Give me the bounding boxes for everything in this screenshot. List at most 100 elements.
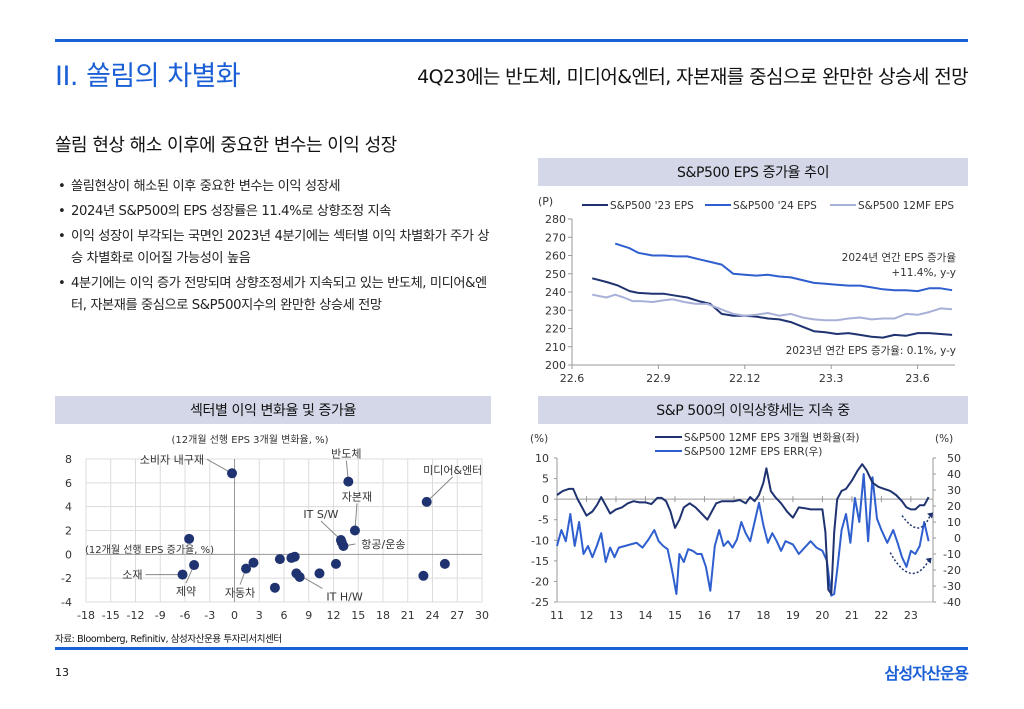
chart-eps-revision: 1050-5-10-15-20-2550403020100-10-20-30-4… bbox=[530, 432, 961, 622]
y-tick-label: 270 bbox=[545, 231, 566, 244]
y-tick-label-right: -20 bbox=[943, 564, 961, 577]
x-tick-label: 9 bbox=[305, 609, 312, 622]
y-tick-label: 0 bbox=[65, 548, 72, 561]
x-tick-label: -3 bbox=[204, 609, 215, 622]
bullet-list: 쏠림현상이 해소된 이후 중요한 변수는 이익 성장세 2024년 S&P500… bbox=[58, 176, 498, 320]
x-tick-label: -15 bbox=[102, 609, 120, 622]
x-tick-label: 18 bbox=[376, 609, 390, 622]
y-tick-label: 2 bbox=[65, 525, 72, 538]
chart-sector-scatter: -18 -15 -12 -9 -6 -3 0 3 6 9 12 15 18 21 24 27 30-4-2024… bbox=[61, 434, 489, 622]
legend-label: S&P500 12MF EPS bbox=[858, 200, 954, 212]
y-tick-label-right: 30 bbox=[947, 484, 961, 497]
scatter-point bbox=[439, 558, 450, 569]
y-tick-label-left: -20 bbox=[531, 575, 549, 588]
scatter-point bbox=[274, 554, 285, 565]
x-tick-label: 18 bbox=[756, 609, 770, 622]
chart-title: S&P500 EPS 증가율 추이 bbox=[676, 165, 830, 181]
point-label: 자본재 bbox=[342, 491, 372, 504]
x-tick-label: 21 bbox=[401, 609, 415, 622]
chart-eps-trend-header: S&P500 EPS 증가율 추이 bbox=[538, 158, 968, 186]
y-tick-label-right: 50 bbox=[947, 452, 961, 465]
x-tick-label: 16 bbox=[697, 609, 711, 622]
x-tick-label: 20 bbox=[815, 609, 829, 622]
y-tick-label-right: 10 bbox=[947, 516, 961, 529]
x-tick-label: 22.9 bbox=[646, 372, 671, 385]
y-tick-label-left: 10 bbox=[535, 452, 549, 465]
x-tick-label: 3 bbox=[256, 609, 263, 622]
point-label: 소재 bbox=[122, 569, 142, 582]
x-tick-label: 27 bbox=[450, 609, 464, 622]
x-axis-title: (12개월 선행 EPS 3개월 변화율, %) bbox=[172, 434, 329, 446]
y-tick-label: 250 bbox=[545, 268, 566, 281]
point-label: 제약 bbox=[176, 584, 196, 598]
top-rule bbox=[55, 39, 968, 42]
y-tick-label: -2 bbox=[61, 572, 72, 585]
legend-label: S&P500 '23 EPS bbox=[610, 200, 694, 212]
y-axis-title: (12개월 선행 EPS 증가율, %) bbox=[85, 544, 214, 556]
x-tick-label: 21 bbox=[845, 609, 859, 622]
y-tick-label: 4 bbox=[65, 501, 72, 514]
scatter-point bbox=[177, 569, 188, 580]
y-tick-label-right: 0 bbox=[954, 532, 961, 545]
page-number: 13 bbox=[55, 666, 69, 679]
point-label: 미디어&엔터 bbox=[423, 464, 482, 477]
x-tick-label: 6 bbox=[281, 609, 288, 622]
series-line bbox=[614, 242, 953, 293]
y-tick-label: 260 bbox=[545, 250, 566, 263]
scatter-point bbox=[269, 582, 280, 593]
point-label: IT H/W bbox=[326, 590, 362, 603]
x-tick-label: 12 bbox=[579, 609, 593, 622]
y-tick-label: 230 bbox=[545, 304, 566, 317]
point-label: 자동차 bbox=[225, 587, 255, 600]
scatter-point bbox=[184, 533, 195, 544]
scatter-point bbox=[314, 568, 325, 579]
y-tick-label-right: 40 bbox=[947, 468, 961, 481]
y-tick-label: 220 bbox=[545, 323, 566, 336]
x-tick-label: 22 bbox=[874, 609, 888, 622]
x-tick-label: 17 bbox=[727, 609, 741, 622]
x-tick-label: 14 bbox=[638, 609, 652, 622]
y-tick-label-right: -40 bbox=[943, 596, 961, 609]
y-tick-label: 8 bbox=[65, 453, 72, 466]
x-tick-label: -12 bbox=[127, 609, 145, 622]
page-subtitle: 4Q23에는 반도체, 미디어&엔터, 자본재를 중심으로 완만한 상승세 전망 bbox=[417, 66, 968, 88]
x-tick-label: -18 bbox=[77, 609, 95, 622]
x-tick-label: 23 bbox=[904, 609, 918, 622]
scatter-point bbox=[330, 558, 341, 569]
series-line bbox=[592, 293, 953, 322]
trend-arrow bbox=[901, 515, 931, 529]
x-tick-label: 11 bbox=[550, 609, 564, 622]
x-tick-label: 19 bbox=[786, 609, 800, 622]
scatter-point bbox=[418, 570, 429, 581]
bullet-item: 쏠림현상이 해소된 이후 중요한 변수는 이익 성장세 bbox=[58, 176, 498, 198]
x-tick-label: 13 bbox=[609, 609, 623, 622]
chart-sector-scatter-header: 섹터별 이익 변화율 및 증가율 bbox=[55, 396, 491, 424]
x-tick-label: 12 bbox=[327, 609, 341, 622]
y-tick-label: -4 bbox=[61, 596, 72, 609]
y-tick-label: 6 bbox=[65, 477, 72, 490]
arrowhead-icon bbox=[927, 512, 934, 519]
y-tick-label: 280 bbox=[545, 213, 566, 226]
scatter-point bbox=[294, 571, 305, 582]
x-tick-label: 22.12 bbox=[729, 372, 761, 385]
scatter-point bbox=[343, 476, 354, 487]
x-tick-label: 22.6 bbox=[560, 372, 585, 385]
x-tick-label: 23.6 bbox=[905, 372, 930, 385]
y-tick-label: 200 bbox=[545, 359, 566, 372]
point-label: 소비자 내구재 bbox=[140, 453, 204, 466]
y-tick-label-left: -25 bbox=[531, 596, 549, 609]
x-tick-label: 0 bbox=[231, 609, 238, 622]
x-tick-label: 15 bbox=[351, 609, 365, 622]
bullet-item: 이익 성장이 부각되는 국면인 2023년 4분기에는 섹터별 이익 차별화가 … bbox=[58, 226, 498, 270]
x-tick-label: -9 bbox=[155, 609, 166, 622]
y-axis-unit: (P) bbox=[538, 195, 553, 208]
y-tick-label-left: -5 bbox=[538, 514, 549, 527]
scatter-point bbox=[336, 537, 347, 548]
legend-label: S&P500 '24 EPS bbox=[733, 200, 817, 212]
trend-arrow bbox=[889, 552, 930, 574]
y-tick-label: 210 bbox=[545, 341, 566, 354]
scatter-point bbox=[421, 496, 432, 507]
section-subheading: 쏠림 현상 해소 이후에 중요한 변수는 이익 성장 bbox=[55, 135, 397, 156]
series-line bbox=[556, 463, 930, 595]
annotation: 2023년 연간 EPS 증가율: 0.1%, y-y bbox=[786, 345, 956, 357]
